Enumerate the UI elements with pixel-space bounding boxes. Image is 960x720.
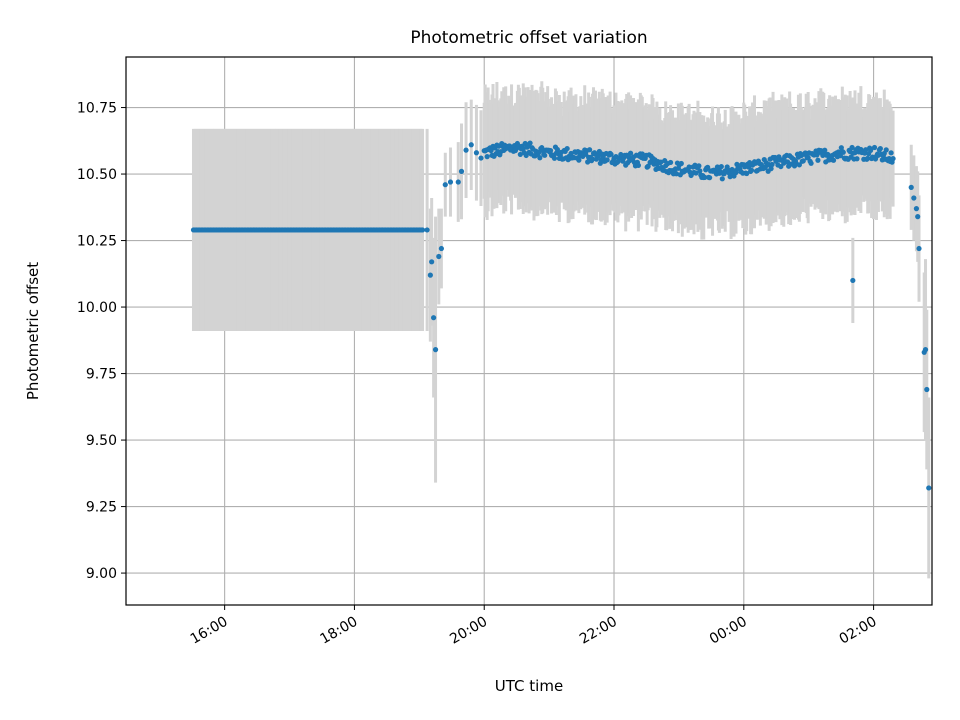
data-point [768,166,774,172]
data-point [908,184,914,190]
data-point [517,151,523,158]
y-tick-label: 9.00 [86,566,117,582]
data-point [537,155,543,161]
data-point [484,154,490,160]
data-point [673,171,680,177]
data-point [520,146,526,152]
data-point [840,149,846,155]
data-point [436,253,442,260]
x-axis-label: UTC time [495,677,563,695]
data-point [438,245,444,252]
data-point [854,156,860,162]
data-point [585,159,591,165]
data-point [658,159,664,165]
data-point [427,272,433,278]
data-point [822,147,828,153]
data-point [796,162,802,168]
data-point [705,164,711,170]
data-point [488,147,494,154]
data-point [600,154,606,160]
data-point [551,155,558,161]
data-point [678,160,684,167]
data-point [815,157,821,163]
data-point [877,145,883,152]
data-point [463,147,469,153]
data-point [667,159,674,166]
data-point [564,145,570,152]
data-point [576,157,582,163]
data-point [733,169,739,176]
data-point [922,347,929,353]
data-point [808,160,814,166]
data-point [627,150,634,156]
data-point [635,162,641,168]
data-point [455,179,461,185]
chart-title: Photometric offset variation [410,28,647,48]
data-point [924,386,930,393]
data-point [478,155,484,161]
data-point [748,167,755,173]
data-point [686,164,692,170]
data-point [707,175,713,181]
data-point [913,206,920,212]
data-point [468,142,474,148]
y-tick-label: 10.00 [77,300,117,316]
plot-frame [125,56,933,606]
data-point [608,151,614,157]
y-axis-label: Photometric offset [24,262,42,400]
y-tick-label: 10.25 [77,234,117,250]
data-point [916,245,922,252]
data-point [849,144,855,151]
data-point [458,168,465,174]
data-point [595,153,601,159]
data-point [587,147,593,153]
data-point [778,163,784,170]
data-point [850,277,856,284]
data-point [865,155,871,161]
data-point [693,170,699,176]
data-point [429,259,435,265]
y-tick-label: 9.75 [86,367,117,383]
data-point [442,182,448,188]
data-point [837,153,843,159]
data-point [554,146,561,153]
data-point [890,156,896,162]
data-point [868,147,874,153]
y-tick-label: 10.75 [77,101,117,117]
data-point [447,179,454,185]
data-point [432,347,439,353]
data-point [696,163,702,169]
data-point [883,147,889,153]
data-point [424,227,430,233]
data-point [547,147,554,154]
data-point [718,163,724,170]
point-layer [190,140,932,491]
data-point [645,163,651,169]
data-point [542,152,548,158]
data-point [697,168,703,174]
data-point [568,150,574,157]
data-point [911,195,917,201]
data-point [830,157,837,163]
data-point [888,150,894,156]
data-point [702,174,708,180]
data-point [800,158,806,164]
data-point [473,150,480,156]
data-point [863,147,869,153]
data-point [431,315,437,321]
data-point [527,140,533,146]
data-point [604,157,610,163]
data-point [719,176,725,182]
y-tick-label: 9.25 [86,500,117,516]
data-point [871,144,878,151]
y-tick-label: 10.50 [77,167,117,183]
data-point [926,485,932,491]
data-point [915,214,921,220]
data-point [769,161,775,168]
data-point [589,156,596,162]
y-tick-label: 9.50 [86,433,117,449]
data-point [744,170,750,177]
data-point [419,227,426,233]
